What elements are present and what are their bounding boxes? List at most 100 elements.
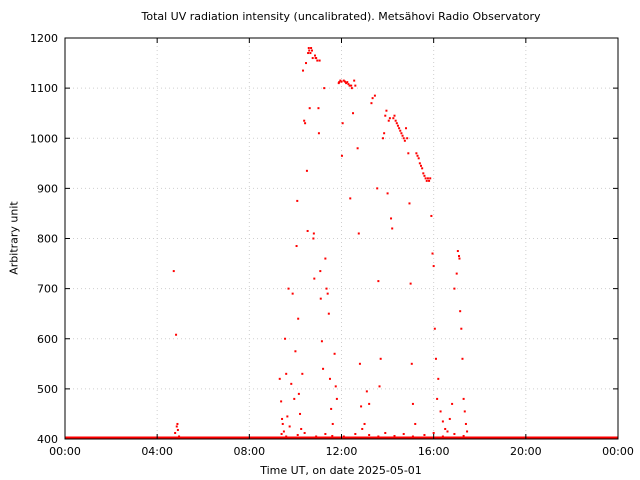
- data-point: [456, 250, 459, 253]
- data-point: [377, 280, 380, 283]
- data-point: [311, 49, 314, 52]
- data-point: [458, 257, 461, 260]
- x-tick-label: 08:00: [233, 445, 265, 458]
- data-point: [175, 425, 178, 428]
- data-point: [299, 412, 302, 415]
- data-point: [348, 84, 351, 87]
- data-point: [318, 59, 321, 62]
- data-point: [426, 177, 429, 180]
- grid: [65, 38, 618, 439]
- y-tick-label: 600: [37, 333, 58, 346]
- data-point: [178, 435, 181, 438]
- data-point: [288, 425, 291, 428]
- data-point: [341, 122, 344, 125]
- data-point: [285, 435, 288, 438]
- data-point: [312, 237, 315, 240]
- data-point: [386, 192, 389, 195]
- data-point: [451, 402, 454, 405]
- data-point: [466, 430, 469, 433]
- data-point: [342, 435, 345, 438]
- data-point: [317, 132, 320, 135]
- data-point: [436, 397, 439, 400]
- data-point: [315, 435, 318, 438]
- data-point: [349, 197, 352, 200]
- data-point: [338, 81, 341, 84]
- y-tick-label: 800: [37, 233, 58, 246]
- data-point: [303, 119, 306, 122]
- data-point: [333, 352, 336, 355]
- data-point: [424, 177, 427, 180]
- data-point: [315, 57, 318, 60]
- data-point: [410, 362, 413, 365]
- data-point: [398, 127, 401, 130]
- data-point: [393, 434, 396, 437]
- data-point: [439, 410, 442, 413]
- data-point: [352, 112, 355, 115]
- data-point: [444, 427, 447, 430]
- data-point: [284, 337, 287, 340]
- data-points: [172, 47, 469, 438]
- data-point: [326, 292, 329, 295]
- data-point: [396, 124, 399, 127]
- data-point: [337, 82, 340, 85]
- data-point: [317, 107, 320, 110]
- data-point: [414, 422, 417, 425]
- data-point: [296, 433, 299, 436]
- data-point: [176, 428, 179, 431]
- data-point: [281, 422, 284, 425]
- data-point: [363, 422, 366, 425]
- y-tick-label: 1200: [30, 32, 58, 45]
- data-point: [462, 397, 465, 400]
- x-tick-label: 12:00: [326, 445, 358, 458]
- data-point: [411, 402, 414, 405]
- data-point: [281, 417, 284, 420]
- x-tick-label: 00:00: [49, 445, 81, 458]
- data-point: [390, 217, 393, 220]
- data-point: [437, 377, 440, 380]
- data-point: [368, 433, 371, 436]
- data-point: [430, 214, 433, 217]
- data-point: [416, 154, 419, 157]
- data-point: [405, 127, 408, 130]
- data-point: [371, 97, 374, 100]
- data-point: [354, 432, 357, 435]
- data-point: [311, 57, 314, 60]
- data-point: [342, 79, 345, 82]
- data-point: [379, 357, 382, 360]
- data-point: [417, 157, 420, 160]
- data-point: [278, 377, 281, 380]
- data-point: [305, 62, 308, 65]
- data-point: [350, 84, 353, 87]
- data-point: [320, 340, 323, 343]
- data-point: [423, 433, 426, 436]
- data-point: [461, 357, 464, 360]
- data-point: [357, 232, 360, 235]
- data-point: [459, 310, 462, 313]
- data-point: [368, 402, 371, 405]
- y-ticks: 400 500 600 700 800 900 1000 1100 1200: [30, 32, 618, 446]
- data-point: [448, 417, 451, 420]
- data-point: [340, 154, 343, 157]
- data-point: [314, 54, 317, 57]
- data-point: [423, 174, 426, 177]
- data-point: [463, 410, 466, 413]
- data-point: [400, 132, 403, 135]
- y-tick-label: 1000: [30, 132, 58, 145]
- data-point: [402, 137, 405, 140]
- data-point: [347, 83, 350, 86]
- x-tick-label: 04:00: [141, 445, 173, 458]
- data-point: [356, 147, 359, 150]
- data-point: [464, 422, 467, 425]
- data-point: [319, 270, 322, 273]
- data-point: [174, 431, 177, 434]
- data-point: [339, 79, 342, 82]
- data-point: [327, 312, 330, 315]
- data-point: [316, 59, 319, 62]
- data-point: [365, 390, 368, 393]
- data-point: [408, 202, 411, 205]
- data-point: [307, 47, 310, 50]
- data-point: [378, 385, 381, 388]
- data-point: [421, 167, 424, 170]
- data-point: [309, 52, 312, 55]
- data-point: [418, 162, 421, 165]
